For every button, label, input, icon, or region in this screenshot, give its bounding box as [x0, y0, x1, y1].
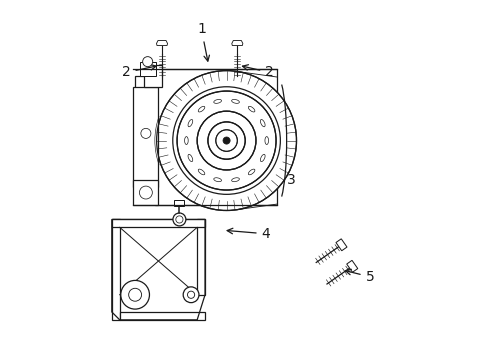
Circle shape: [139, 186, 152, 199]
Text: 2: 2: [242, 65, 273, 80]
Circle shape: [156, 71, 296, 211]
Polygon shape: [112, 220, 204, 320]
Polygon shape: [112, 220, 204, 227]
Text: 2: 2: [122, 64, 156, 80]
Circle shape: [177, 91, 276, 190]
Polygon shape: [197, 220, 204, 295]
Circle shape: [197, 111, 255, 170]
Text: 4: 4: [227, 227, 270, 241]
Polygon shape: [155, 69, 276, 205]
Polygon shape: [140, 62, 155, 76]
Circle shape: [121, 280, 149, 309]
Circle shape: [128, 288, 142, 301]
Polygon shape: [156, 41, 167, 45]
Polygon shape: [231, 41, 243, 45]
Circle shape: [173, 213, 185, 226]
Text: 5: 5: [345, 269, 374, 284]
Circle shape: [141, 129, 151, 138]
Polygon shape: [144, 65, 162, 87]
Polygon shape: [346, 260, 357, 272]
Circle shape: [207, 122, 244, 159]
Circle shape: [215, 130, 237, 151]
Polygon shape: [112, 220, 120, 320]
Polygon shape: [120, 312, 204, 320]
Polygon shape: [135, 76, 155, 198]
Text: 1: 1: [197, 22, 209, 61]
Circle shape: [187, 291, 194, 298]
Circle shape: [183, 287, 199, 303]
Text: 3: 3: [286, 173, 295, 187]
Circle shape: [223, 137, 230, 144]
Polygon shape: [335, 239, 346, 251]
Polygon shape: [133, 87, 158, 187]
Polygon shape: [133, 180, 158, 205]
Circle shape: [172, 87, 280, 194]
Polygon shape: [174, 201, 184, 206]
Circle shape: [142, 57, 152, 67]
